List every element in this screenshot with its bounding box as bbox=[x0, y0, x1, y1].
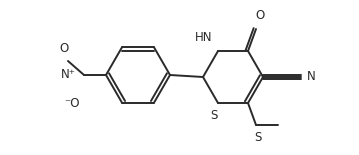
Text: N⁺: N⁺ bbox=[61, 67, 76, 80]
Text: HN: HN bbox=[195, 31, 212, 44]
Text: S: S bbox=[254, 131, 262, 144]
Text: S: S bbox=[210, 109, 218, 122]
Text: N: N bbox=[307, 71, 316, 84]
Text: O: O bbox=[255, 9, 265, 22]
Text: O: O bbox=[59, 42, 69, 55]
Text: ⁻O: ⁻O bbox=[64, 97, 80, 110]
